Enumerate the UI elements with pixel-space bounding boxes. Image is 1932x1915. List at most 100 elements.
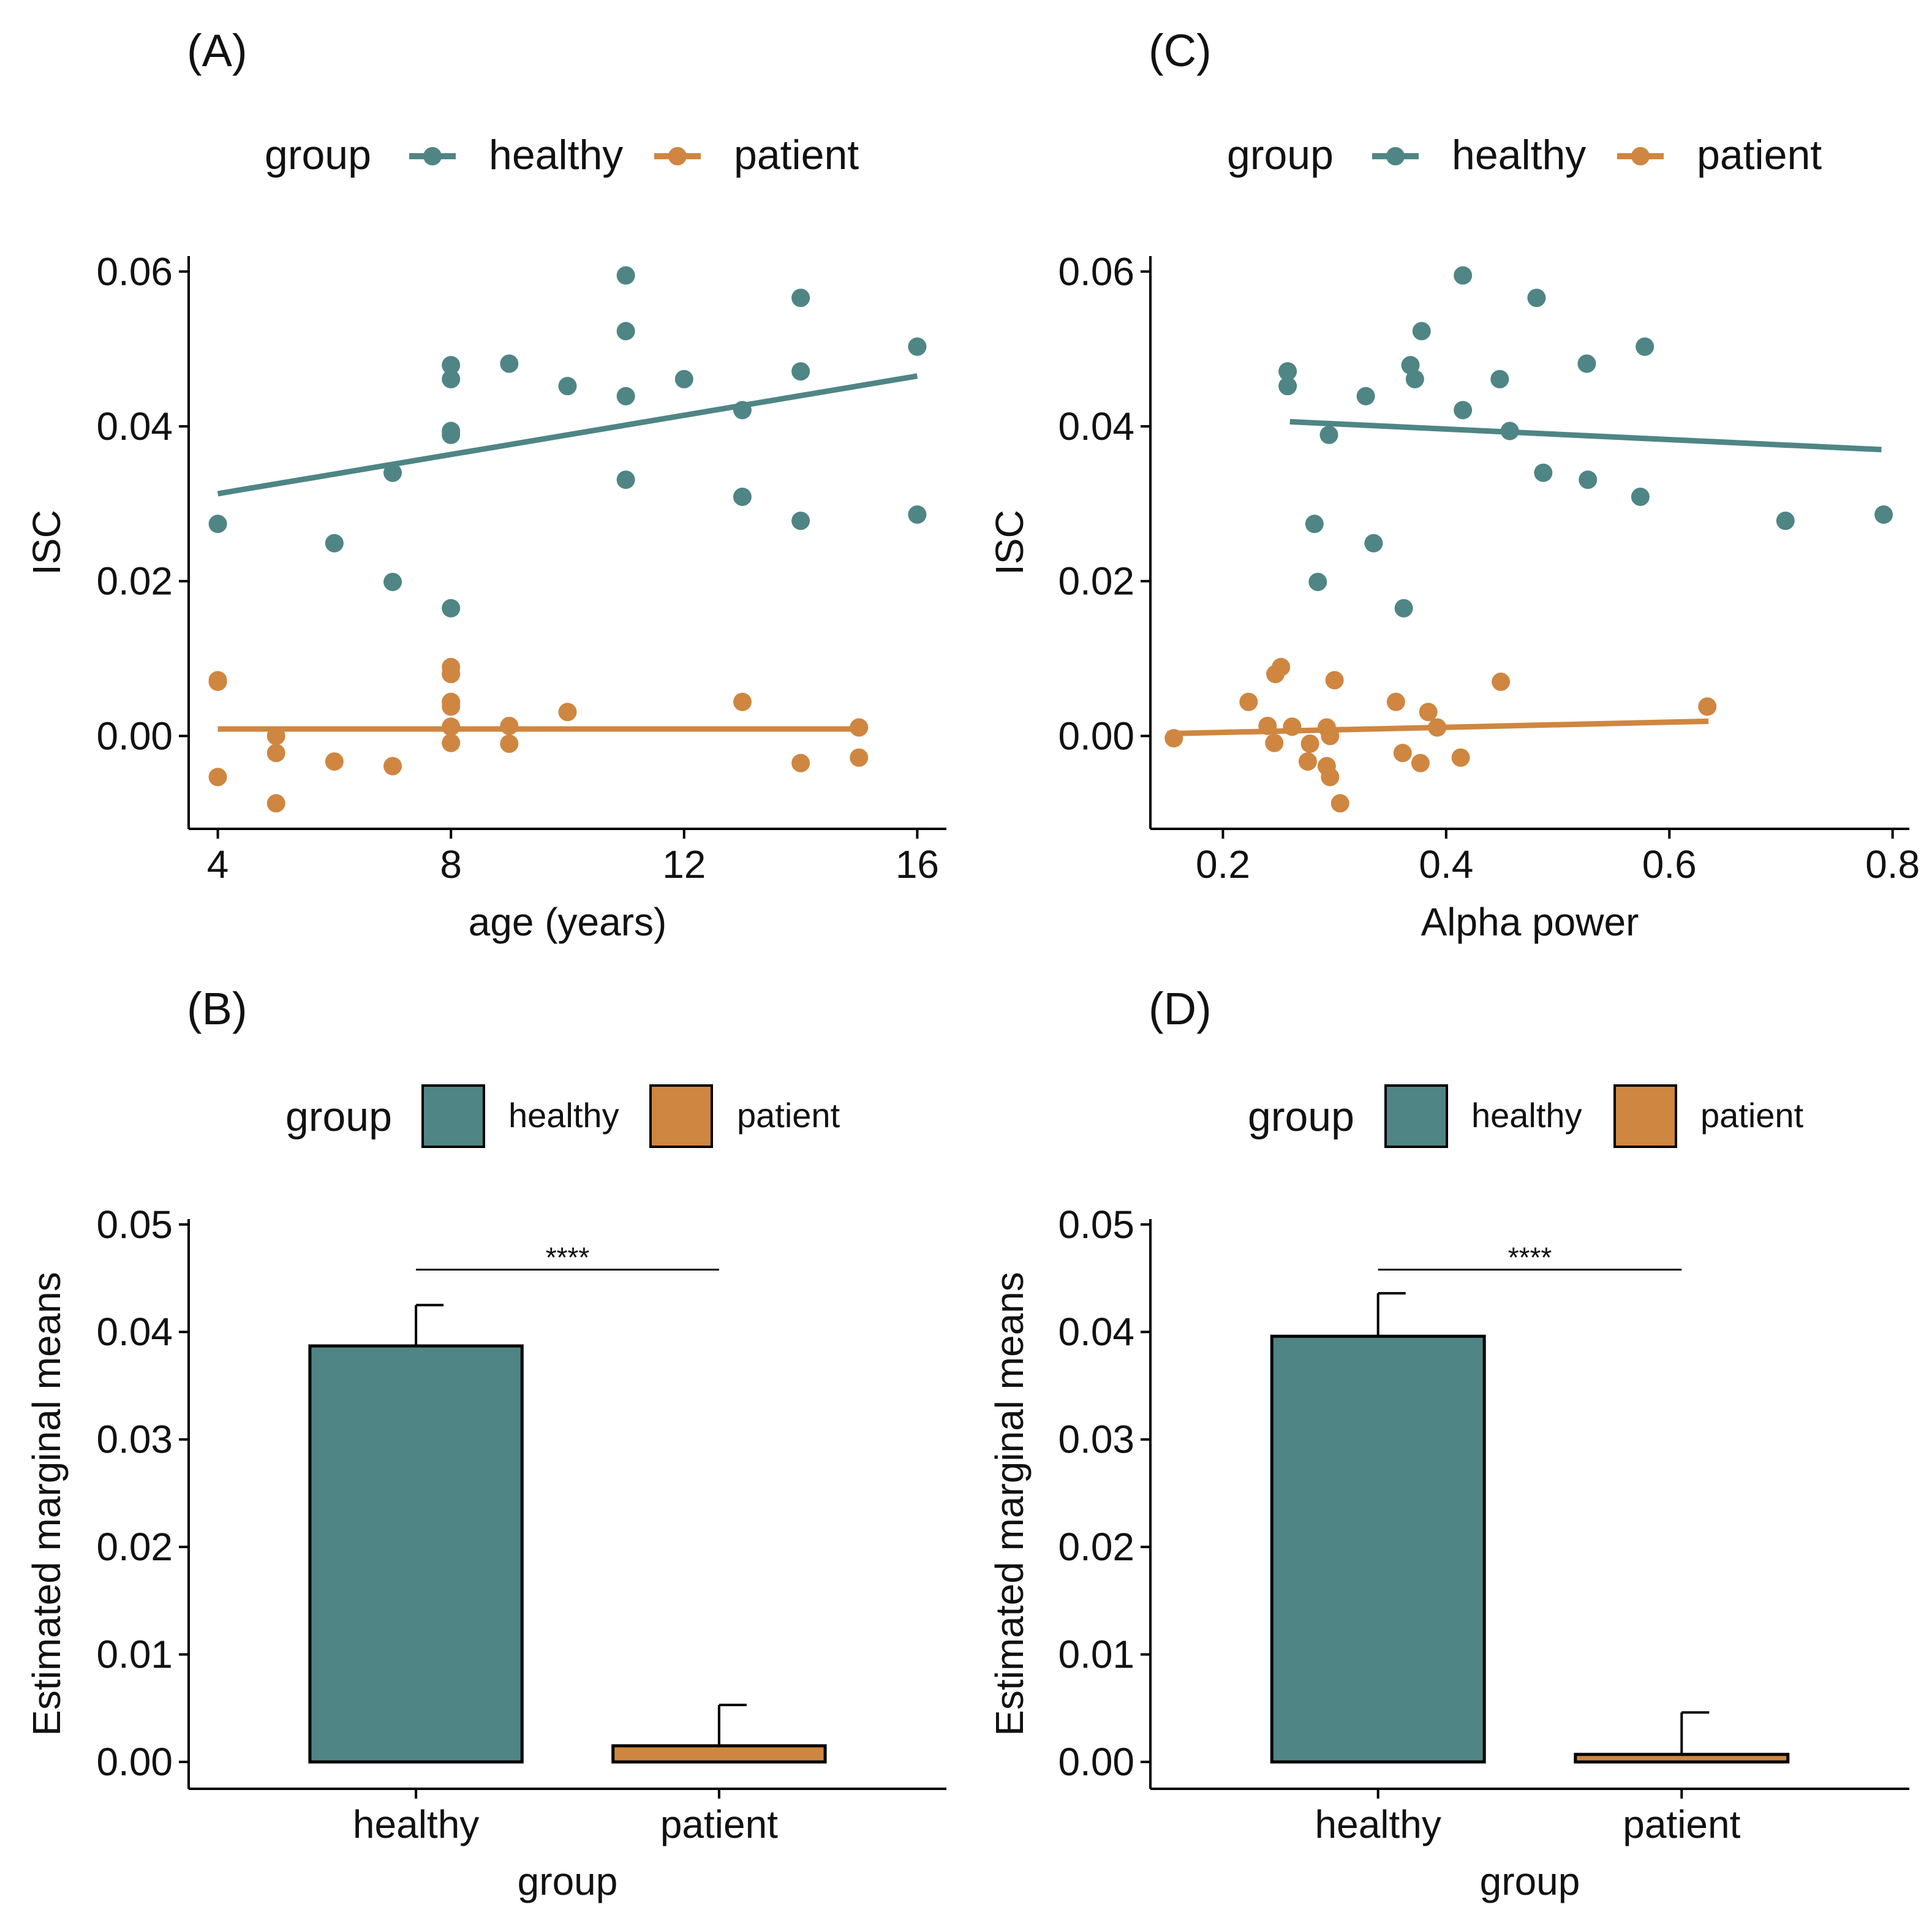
panel-a-legend: group healthy patient (265, 132, 859, 178)
panel-d-bar-patient (1574, 1753, 1790, 1764)
panel-c-y-tick-label: 0.06 (1058, 249, 1134, 293)
panel-label-b: (B) (187, 983, 247, 1034)
panel-c-point-patient (1419, 703, 1438, 722)
panel-d-legend: group healthy patient (1248, 1084, 1804, 1148)
panel-c-point-patient (1298, 752, 1317, 771)
panel-d-x-tick-label: healthy (1315, 1802, 1441, 1846)
panel-a-point-patient (383, 757, 402, 776)
panel-c-fit-line-patient (1167, 718, 1709, 737)
panel-c-plot: 0.00 0.02 0.04 0.06 0.2 0.4 0.6 0.8 Alpha power I… (987, 249, 1920, 944)
panel-b-legend: group healthy patient (285, 1084, 840, 1148)
panel-b-x-tick-label: patient (660, 1802, 778, 1846)
panel-a-point-patient (442, 665, 461, 684)
panel-c-point-healthy (1405, 369, 1424, 388)
panel-c-legend: group healthy patient (1227, 132, 1822, 178)
panel-c-y-tick-label: 0.02 (1058, 559, 1134, 603)
panel-d-legend-healthy-key (1384, 1084, 1448, 1148)
panel-a-point-patient (266, 744, 285, 763)
panel-c-point-healthy (1776, 512, 1795, 531)
panel-c-point-healthy (1454, 266, 1473, 285)
panel-a-legend-healthy-label: healthy (489, 132, 623, 178)
panel-a-y-tick-label: 0.06 (96, 249, 173, 293)
panel-c-legend-patient-point (1631, 147, 1650, 165)
panel-c-x-tick-label: 0.2 (1196, 842, 1250, 886)
panel-a-point-healthy (616, 387, 635, 406)
panel-c-point-healthy (1636, 337, 1655, 356)
panel-b-legend-healthy-key (421, 1084, 485, 1148)
panel-c-point-healthy (1631, 487, 1650, 506)
panel-d-x-tick-label: patient (1623, 1802, 1740, 1846)
panel-c-point-patient (1386, 692, 1405, 711)
panel-d-y-tick-label: 0.05 (1058, 1203, 1134, 1247)
panel-a-point-patient (500, 735, 519, 754)
panel-c-y-tick-label: 0.00 (1058, 714, 1134, 758)
panel-c-point-healthy (1319, 425, 1338, 444)
panel-b-y-tick-label: 0.05 (96, 1203, 173, 1247)
panel-c-point-patient (1451, 748, 1470, 767)
panel-b-bar-healthy (308, 1344, 524, 1764)
panel-a-point-patient (208, 768, 227, 787)
panel-a-y-tick-label: 0.00 (96, 714, 173, 758)
panel-b-legend-patient-key (649, 1084, 713, 1148)
panel-a-point-healthy (558, 377, 577, 396)
panel-label-d: (D) (1149, 983, 1212, 1034)
panel-a-point-patient (733, 692, 752, 711)
panel-c-point-healthy (1305, 515, 1324, 534)
panel-c-point-healthy (1401, 356, 1420, 375)
panel-a-x-tick-label: 8 (440, 842, 462, 886)
panel-c-point-patient (1411, 754, 1430, 772)
panel-b-legend-patient-label: patient (737, 1096, 840, 1135)
panel-d-legend-title: group (1248, 1093, 1354, 1140)
panel-c-point-healthy (1527, 289, 1546, 308)
panel-c-point-healthy (1356, 387, 1375, 406)
panel-c-x-axis-title: Alpha power (1421, 900, 1639, 944)
panel-c-point-healthy (1534, 463, 1553, 482)
panel-c-point-healthy (1394, 599, 1413, 618)
panel-c-point-healthy (1490, 369, 1509, 388)
panel-a-point-patient (791, 754, 810, 772)
panel-a-point-healthy (383, 572, 402, 591)
panel-a-legend-title: group (265, 132, 371, 178)
panel-c-point-patient (1325, 671, 1344, 690)
panel-d-legend-patient-key (1613, 1084, 1677, 1148)
panel-d-y-axis-title: Estimated marginal means (987, 1272, 1032, 1736)
panel-c-point-patient (1239, 692, 1258, 711)
panel-c-point-healthy (1874, 505, 1893, 524)
panel-a-point-healthy (791, 289, 810, 308)
panel-c-point-patient (1265, 733, 1284, 752)
panel-a-point-patient (266, 794, 285, 813)
panel-b-y-tick-label: 0.03 (96, 1418, 173, 1462)
panel-d: (D) group healthy patient 0.000.010.020.… (987, 983, 1909, 1903)
panel-b-y-tick-label: 0.01 (96, 1633, 173, 1677)
panel-c-point-healthy (1579, 470, 1598, 489)
panel-label-a: (A) (187, 25, 247, 76)
panel-label-c: (C) (1149, 25, 1212, 76)
panel-a-point-healthy (616, 322, 635, 341)
panel-a-point-healthy (442, 356, 461, 375)
panel-a-point-patient (500, 716, 519, 735)
panel-a-plot: 0.00 0.02 0.04 0.06 4 8 12 16 age (years) ISC (25, 249, 946, 944)
panel-c-x-tick-label: 0.8 (1865, 842, 1920, 886)
panel-b-y-tick-label: 0.00 (96, 1740, 173, 1784)
panel-a-point-healthy (442, 369, 461, 388)
panel-a-point-healthy (616, 470, 635, 489)
panel-a-point-healthy (791, 512, 810, 531)
panel-c-legend-patient-label: patient (1697, 132, 1822, 178)
panel-a-y-tick-label: 0.02 (96, 559, 173, 603)
panel-a-y-tick-label: 0.04 (96, 404, 173, 448)
panel-c-y-axis-title: ISC (987, 510, 1032, 575)
panel-c-point-healthy (1454, 401, 1473, 420)
panel-a-point-patient (558, 703, 577, 722)
panel-a-point-healthy (500, 354, 519, 373)
panel-b-bar-patient (611, 1744, 827, 1764)
panel-a-point-healthy (791, 362, 810, 381)
panel-a-legend-patient-label: patient (734, 132, 859, 178)
panel-a-point-patient (442, 733, 461, 752)
panel-c-point-healthy (1278, 377, 1297, 396)
panel-b-legend-healthy-label: healthy (508, 1096, 619, 1135)
panel-c-legend-healthy-label: healthy (1452, 132, 1586, 178)
panel-c-point-patient (1698, 697, 1717, 716)
panel-c-x-tick-label: 0.6 (1642, 842, 1697, 886)
panel-d-legend-healthy-label: healthy (1471, 1096, 1582, 1135)
panel-a-point-healthy (674, 369, 693, 388)
